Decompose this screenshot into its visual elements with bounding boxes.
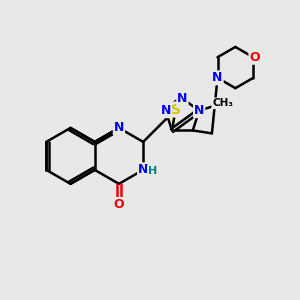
Text: O: O [114,198,124,211]
Text: H: H [148,166,157,176]
Text: N: N [138,164,148,176]
Text: N: N [212,71,223,84]
Text: N: N [160,104,171,117]
Text: N: N [114,122,124,134]
Text: N: N [194,104,204,117]
Text: O: O [249,51,260,64]
Text: CH₃: CH₃ [212,98,233,108]
Text: N: N [177,92,188,105]
Text: S: S [171,103,181,116]
